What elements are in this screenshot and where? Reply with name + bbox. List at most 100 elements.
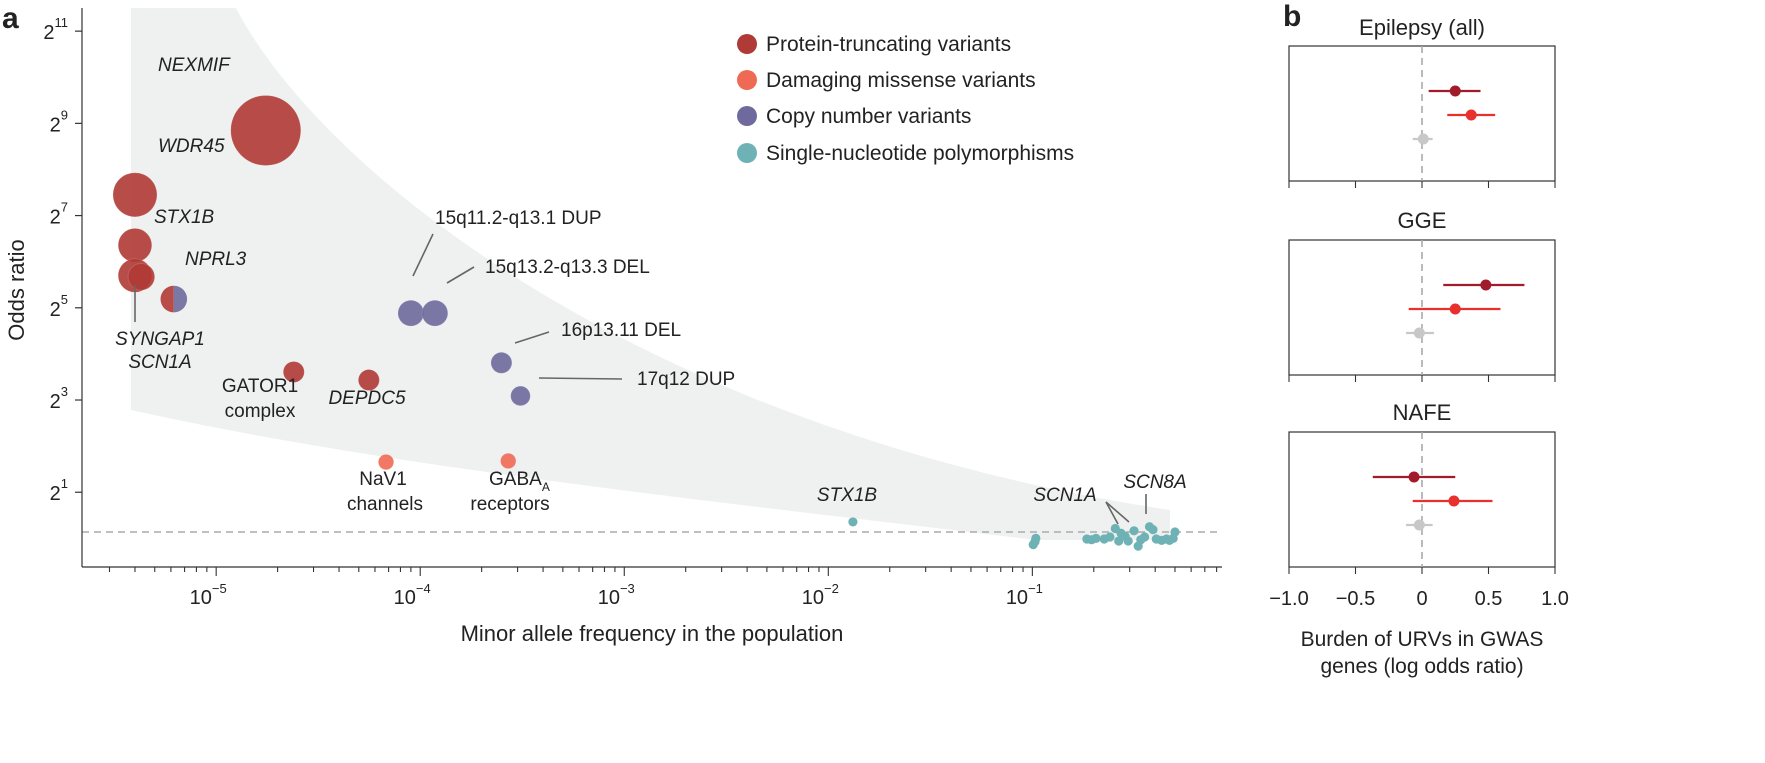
- x-tick-label: 10−3: [598, 581, 635, 609]
- forest-panel-title: NAFE: [1393, 400, 1452, 425]
- forest-panel-title: GGE: [1398, 208, 1447, 233]
- forest-estimate: [1480, 279, 1492, 291]
- panel-a: a 21 23 25 27 29 211 10−5 10−4 10−3 10−2 10−1 Odd…: [2, 2, 1222, 646]
- legend-marker-ptv: [737, 34, 757, 54]
- b-x-tick-label: −1.0: [1269, 588, 1308, 610]
- label-15q11-dup: 15q11.2-q13.1 DUP: [435, 208, 602, 229]
- b-x-ticks: −1.0 −0.5 0 0.5 1.0: [1269, 588, 1569, 610]
- leader-15q13: [446, 266, 475, 284]
- forest-panels: Epilepsy (all) GGE NAFE: [1288, 15, 1556, 574]
- y-tick-label: 27: [50, 200, 68, 229]
- y-tick-label: 21: [50, 476, 68, 505]
- variant-point: [510, 385, 531, 407]
- leader-17q12: [538, 377, 623, 380]
- y-axis-label: Odds ratio: [4, 239, 29, 341]
- snp-point: [1170, 527, 1180, 537]
- x-ticks: 10−5 10−4 10−3 10−2 10−1: [108, 567, 1218, 609]
- b-x-tick-label: 1.0: [1541, 588, 1569, 610]
- label-gator1-line2: complex: [225, 401, 296, 422]
- leader-16p13: [514, 331, 550, 344]
- label-17q12-dup: 17q12 DUP: [637, 369, 735, 390]
- snp-point: [1129, 526, 1139, 536]
- label-nav1-line2: channels: [347, 494, 423, 515]
- leader-scn1a-2: [1105, 501, 1119, 525]
- variant-point: [282, 360, 305, 383]
- forest-estimate: [1449, 85, 1461, 97]
- y-tick-label: 23: [50, 384, 68, 413]
- point-nprl3-right: [173, 285, 188, 313]
- legend-marker-snp: [737, 143, 757, 163]
- annotations: NEXMIF WDR45 STX1B NPRL3 SYNGAP1 SCN1A G…: [115, 55, 1187, 515]
- x-tick-label: 10−1: [1006, 581, 1043, 609]
- forest-estimate: [1449, 303, 1461, 315]
- variant-point: [421, 299, 449, 327]
- x-tick-label: 10−2: [802, 581, 839, 609]
- label-wdr45: WDR45: [158, 136, 225, 157]
- forest-estimate: [1413, 327, 1425, 339]
- b-x-tick-label: 0: [1416, 588, 1427, 610]
- variant-point: [490, 351, 513, 374]
- legend-label-ptv: Protein-truncating variants: [766, 33, 1011, 56]
- b-x-axis-label-line1: Burden of URVs in GWAS: [1301, 628, 1544, 651]
- label-scn8a-snp: SCN8A: [1123, 472, 1186, 493]
- forest-estimate: [1417, 133, 1429, 145]
- label-16p13-del: 16p13.11 DEL: [561, 320, 681, 341]
- variant-point: [357, 369, 380, 392]
- panel-a-label: a: [2, 2, 19, 35]
- confidence-band: [131, 8, 1170, 540]
- forest-panel: NAFE: [1288, 400, 1556, 574]
- label-depdc5: DEPDC5: [328, 388, 406, 409]
- label-scn1a-snp: SCN1A: [1033, 485, 1096, 506]
- legend-label-snp: Single-nucleotide polymorphisms: [766, 142, 1074, 165]
- leader-lines: [134, 233, 1147, 525]
- snp-point: [1140, 532, 1150, 542]
- label-gaba-line1: GABAA: [489, 469, 550, 494]
- y-tick-label: 25: [50, 292, 68, 321]
- snp-point: [1091, 533, 1101, 543]
- x-axis-label: Minor allele frequency in the population: [461, 621, 844, 646]
- y-tick-label: 211: [43, 15, 68, 44]
- label-15q13-del: 15q13.2-q13.3 DEL: [485, 257, 650, 278]
- label-scn1a: SCN1A: [128, 352, 191, 373]
- label-nexmif: NEXMIF: [158, 55, 231, 76]
- b-x-tick-label: 0.5: [1475, 588, 1503, 610]
- forest-panel-title: Epilepsy (all): [1359, 15, 1485, 40]
- variant-point: [397, 299, 425, 327]
- label-gaba-line2: receptors: [470, 494, 549, 515]
- label-stx1b-snp: STX1B: [817, 485, 878, 506]
- forest-panel: GGE: [1288, 208, 1556, 382]
- y-ticks: 21 23 25 27 29 211: [43, 15, 82, 505]
- label-stx1b: STX1B: [154, 207, 215, 228]
- variant-point: [117, 227, 153, 263]
- legend-marker-cnv: [737, 106, 757, 126]
- variant-point: [500, 452, 517, 470]
- b-x-axis-label-line2: genes (log odds ratio): [1320, 655, 1523, 678]
- snp-point: [1031, 533, 1041, 543]
- snp-point: [1123, 536, 1133, 546]
- y-tick-label: 29: [50, 107, 68, 136]
- legend-label-cnv: Copy number variants: [766, 105, 971, 128]
- x-tick-label: 10−4: [394, 581, 431, 609]
- forest-estimate: [1408, 471, 1420, 483]
- forest-panel: Epilepsy (all): [1288, 15, 1556, 188]
- label-gator1-line1: GATOR1: [222, 376, 298, 397]
- snp-point: [1114, 536, 1124, 546]
- snp-point: [1148, 525, 1158, 535]
- label-syngap1: SYNGAP1: [115, 329, 205, 350]
- variant-point: [112, 172, 158, 218]
- x-tick-label: 10−5: [190, 581, 227, 609]
- leader-15q11: [412, 233, 434, 277]
- snp-point: [1105, 532, 1115, 542]
- legend-marker-missense: [737, 70, 757, 90]
- panel-b-label: b: [1283, 0, 1301, 33]
- label-nprl3: NPRL3: [185, 249, 247, 270]
- forest-estimate: [1465, 109, 1477, 121]
- legend: Protein-truncating variants Damaging mis…: [737, 33, 1074, 165]
- variant-point: [127, 262, 156, 291]
- variant-point: [230, 94, 302, 166]
- forest-estimate: [1413, 519, 1425, 531]
- b-x-tick-label: −0.5: [1336, 588, 1375, 610]
- forest-estimate: [1448, 495, 1460, 507]
- data-points: [112, 94, 1180, 551]
